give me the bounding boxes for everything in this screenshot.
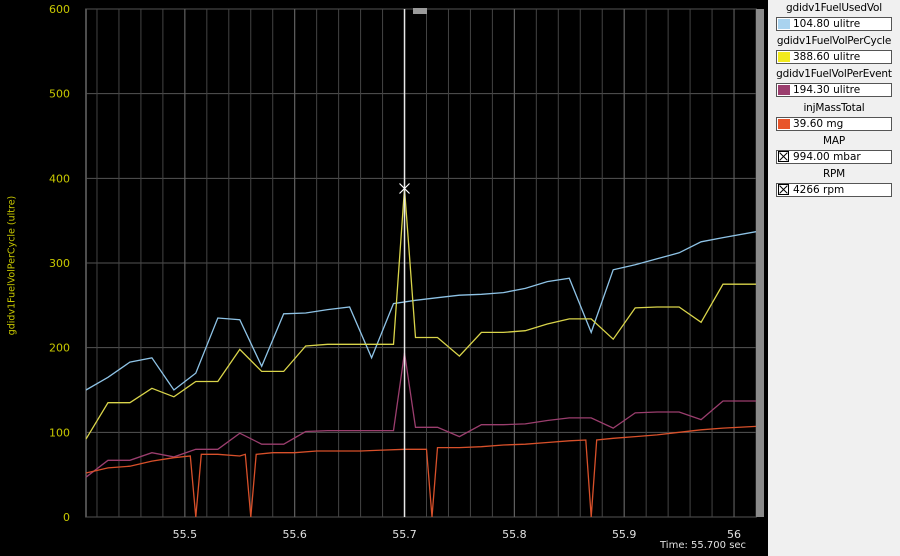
legend-item-rpm[interactable]: RPM 4266 rpm xyxy=(768,168,900,197)
legend-label: RPM xyxy=(822,168,846,180)
x-tick-label: 55.5 xyxy=(173,528,198,541)
right-scrollbar[interactable] xyxy=(756,9,764,517)
chart-area[interactable]: 0 100 200 300 400 500 600 55.5 55.6 55.7 55.8 55.9… xyxy=(0,0,768,556)
legend-value: 194.30 ulitre xyxy=(793,84,861,96)
y-tick-label: 400 xyxy=(49,172,70,185)
hidden-series-x-icon[interactable] xyxy=(778,151,789,162)
legend-label: injMassTotal xyxy=(803,102,865,114)
x-tick-label: 55.8 xyxy=(502,528,527,541)
legend-value: 4266 rpm xyxy=(793,184,845,196)
legend-label: gdidv1FuelVolPerEvent xyxy=(776,68,892,80)
time-readout: Time: 55.700 sec xyxy=(660,540,747,551)
legend-label: gdidv1FuelVolPerCycle xyxy=(776,35,892,47)
legend-value: 388.60 ulitre xyxy=(793,51,861,63)
legend-value: 104.80 ulitre xyxy=(793,18,861,30)
legend-item-fuel-used-vol[interactable]: gdidv1FuelUsedVol 104.80 ulitre xyxy=(768,2,900,31)
legend-value-box: 39.60 mg xyxy=(776,117,892,131)
series-line-gdidv1FuelUsedVol xyxy=(85,231,757,391)
x-tick-label: 55.6 xyxy=(282,528,307,541)
legend-value: 994.00 mbar xyxy=(793,151,861,163)
legend-value-box: 104.80 ulitre xyxy=(776,17,892,31)
y-tick-label: 100 xyxy=(49,426,70,439)
top-scroll-handle[interactable] xyxy=(413,8,427,14)
legend-panel: gdidv1FuelUsedVol 104.80 ulitre gdidv1Fu… xyxy=(768,0,900,556)
series-color-swatch xyxy=(778,52,790,62)
series-line-gdidv1FuelVolPerEvent xyxy=(85,352,756,478)
y-tick-label: 600 xyxy=(49,3,70,16)
x-axis-ticks: 55.5 55.6 55.7 55.8 55.9 56 xyxy=(173,528,741,541)
cursor-marker xyxy=(399,183,410,194)
x-tick-label: 56 xyxy=(727,528,741,541)
series-color-swatch xyxy=(778,119,790,129)
legend-item-fuel-vol-per-event[interactable]: gdidv1FuelVolPerEvent 194.30 ulitre xyxy=(768,68,900,97)
hidden-series-x-icon[interactable] xyxy=(778,184,789,195)
x-tick-label: 55.7 xyxy=(392,528,417,541)
legend-label: gdidv1FuelUsedVol xyxy=(786,2,882,14)
series-color-swatch xyxy=(778,19,790,29)
x-tick-label: 55.9 xyxy=(612,528,637,541)
legend-value: 39.60 mg xyxy=(793,118,844,130)
legend-value-box: 4266 rpm xyxy=(776,183,892,197)
series-lines xyxy=(85,188,757,518)
grid-lines xyxy=(86,8,757,518)
legend-item-fuel-vol-per-cycle[interactable]: gdidv1FuelVolPerCycle 388.60 ulitre xyxy=(768,35,900,64)
legend-item-inj-mass-total[interactable]: injMassTotal 39.60 mg xyxy=(768,102,900,131)
y-tick-label: 500 xyxy=(49,88,70,101)
y-tick-label: 0 xyxy=(63,511,70,524)
y-axis-label: gdidv1FuelVolPerCycle (ultre) xyxy=(6,195,18,336)
legend-label: MAP xyxy=(823,135,845,147)
legend-value-box: 388.60 ulitre xyxy=(776,50,892,64)
y-tick-label: 200 xyxy=(49,342,70,355)
y-axis-ticks: 0 100 200 300 400 500 600 xyxy=(49,3,70,524)
series-line-gdidv1FuelVolPerCycle xyxy=(85,188,756,440)
legend-value-box: 194.30 ulitre xyxy=(776,83,892,97)
legend-item-map[interactable]: MAP 994.00 mbar xyxy=(768,135,900,164)
time-cursor[interactable] xyxy=(399,9,410,517)
series-color-swatch xyxy=(778,85,790,95)
y-tick-label: 300 xyxy=(49,257,70,270)
legend-value-box: 994.00 mbar xyxy=(776,150,892,164)
series-line-injMassTotal xyxy=(85,425,757,518)
